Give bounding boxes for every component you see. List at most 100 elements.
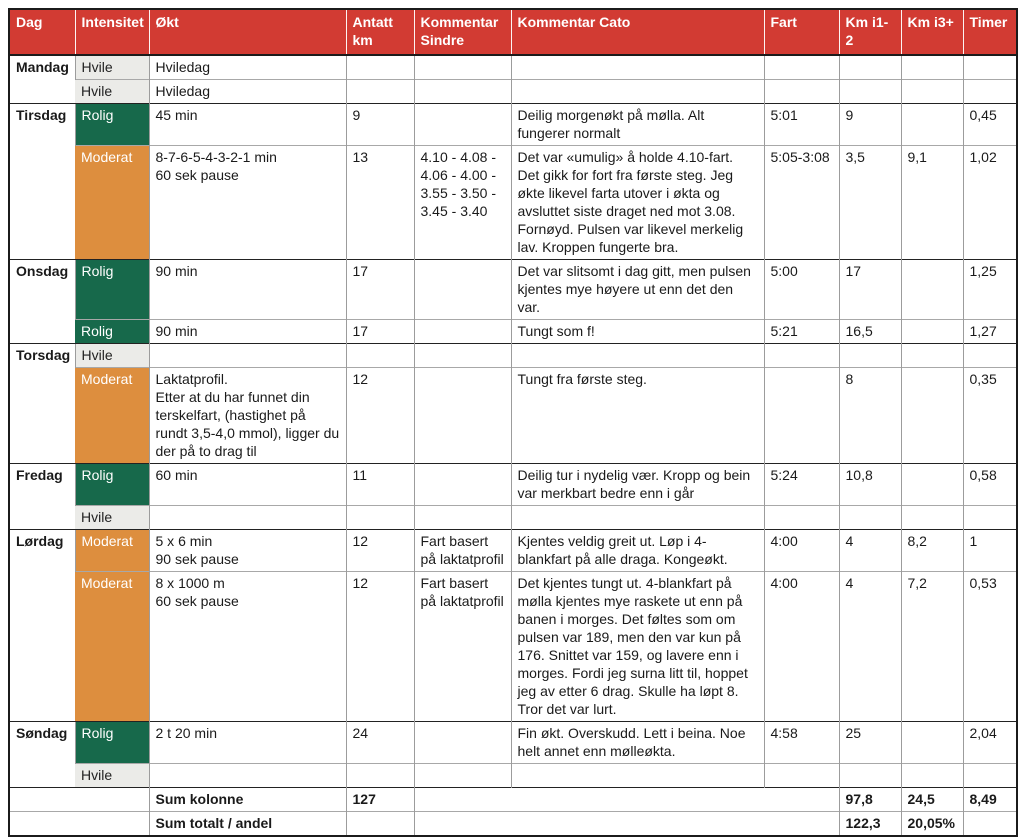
cell-timer: 2,04 bbox=[962, 721, 1017, 764]
cell-antatt-km: 12 bbox=[345, 529, 414, 572]
cell-sum-spacer-middle bbox=[413, 811, 839, 836]
cell-km-i3 bbox=[900, 103, 963, 146]
column-header-kommentar-sindre: Kommentar Sindre bbox=[413, 9, 511, 56]
cell-fart bbox=[763, 54, 839, 80]
cell-kommentar-sindre bbox=[413, 763, 511, 788]
cell-day: Tirsdag bbox=[9, 103, 75, 260]
cell-km-i1-2: 9 bbox=[838, 103, 901, 146]
cell-intensitet: Moderat bbox=[75, 571, 149, 722]
header-row: Dag Intensitet Økt Antatt km Kommentar S… bbox=[9, 9, 1017, 56]
cell-kommentar-cato: Deilig tur i nydelig vær. Kropp og bein … bbox=[510, 463, 764, 506]
training-log-page: Dag Intensitet Økt Antatt km Kommentar S… bbox=[8, 8, 1018, 837]
cell-kommentar-cato bbox=[510, 505, 764, 530]
cell-sum-antatt-km bbox=[345, 811, 414, 836]
cell-intensitet: Rolig bbox=[74, 463, 149, 506]
cell-kommentar-cato: Fin økt. Overskudd. Lett i beina. Noe he… bbox=[510, 721, 764, 764]
cell-antatt-km bbox=[345, 343, 414, 368]
cell-timer: 0,35 bbox=[962, 367, 1017, 464]
cell-kommentar-cato bbox=[510, 79, 764, 104]
cell-sum-spacer-left bbox=[9, 787, 149, 812]
summary-row: Sum kolonne 127 97,8 24,5 8,49 bbox=[9, 787, 1017, 812]
cell-km-i1-2: 10,8 bbox=[838, 463, 901, 506]
cell-timer bbox=[962, 54, 1017, 80]
cell-antatt-km: 17 bbox=[345, 259, 414, 320]
column-header-okt: Økt bbox=[148, 9, 346, 56]
cell-kommentar-sindre: Fart basert på laktatprofil bbox=[413, 529, 511, 572]
cell-kommentar-cato: Det var slitsomt i dag gitt, men pulsen … bbox=[510, 259, 764, 320]
cell-kommentar-sindre bbox=[413, 79, 511, 104]
cell-okt: 45 min bbox=[148, 103, 346, 146]
cell-okt: Hviledag bbox=[148, 79, 346, 104]
cell-antatt-km: 11 bbox=[345, 463, 414, 506]
cell-timer: 0,58 bbox=[962, 463, 1017, 506]
cell-km-i1-2: 17 bbox=[838, 259, 901, 320]
table-row: Rolig 90 min 17 Tungt som f! 5:21 16,5 1,27 bbox=[9, 319, 1017, 344]
cell-km-i3 bbox=[900, 367, 963, 464]
cell-kommentar-sindre bbox=[413, 259, 511, 320]
cell-intensitet: Hvile bbox=[74, 54, 149, 80]
cell-okt: 2 t 20 min bbox=[148, 721, 346, 764]
cell-km-i3 bbox=[900, 319, 963, 344]
cell-sum-label: Sum totalt / andel bbox=[148, 811, 346, 836]
cell-kommentar-sindre bbox=[413, 463, 511, 506]
cell-okt bbox=[148, 763, 346, 788]
cell-antatt-km: 24 bbox=[345, 721, 414, 764]
cell-sum-spacer-middle bbox=[413, 787, 839, 812]
table-row: Tirsdag Rolig 45 min 9 Deilig morgenøkt på m… bbox=[9, 103, 1017, 260]
table-row: Lørdag Moderat 5 x 6 min 90 sek pause 12 Far… bbox=[9, 529, 1017, 722]
cell-okt: Laktatprofil. Etter at du har funnet din… bbox=[148, 367, 346, 464]
cell-okt: 90 min bbox=[148, 319, 346, 344]
table-row: Hvile Hviledag bbox=[9, 79, 1017, 104]
table-header: Dag Intensitet Økt Antatt km Kommentar S… bbox=[9, 9, 1017, 56]
cell-sum-km-i3: 24,5 bbox=[900, 787, 963, 812]
cell-timer bbox=[962, 79, 1017, 104]
cell-timer: 1,27 bbox=[962, 319, 1017, 344]
cell-kommentar-cato: Deilig morgenøkt på mølla. Alt fungerer … bbox=[510, 103, 764, 146]
cell-fart: 5:21 bbox=[763, 319, 839, 344]
cell-fart: 5:00 bbox=[763, 259, 839, 320]
cell-kommentar-sindre: 4.10 - 4.08 - 4.06 - 4.00 - 3.55 - 3.50 … bbox=[413, 145, 511, 260]
cell-intensitet: Rolig bbox=[74, 721, 149, 764]
cell-km-i3 bbox=[900, 721, 963, 764]
table-row: Mandag Hvile Hviledag bbox=[9, 54, 1017, 104]
cell-km-i1-2 bbox=[838, 54, 901, 80]
cell-antatt-km: 17 bbox=[345, 319, 414, 344]
cell-sum-km-i1-2: 97,8 bbox=[838, 787, 901, 812]
cell-kommentar-sindre bbox=[413, 505, 511, 530]
cell-intensitet: Hvile bbox=[75, 763, 149, 788]
cell-km-i1-2 bbox=[838, 763, 901, 788]
cell-fart: 4:58 bbox=[763, 721, 839, 764]
cell-timer bbox=[962, 505, 1017, 530]
cell-sum-label: Sum kolonne bbox=[148, 787, 346, 812]
cell-timer: 0,45 bbox=[962, 103, 1017, 146]
cell-km-i1-2: 25 bbox=[838, 721, 901, 764]
cell-okt bbox=[148, 343, 346, 368]
table-row: Torsdag Hvile bbox=[9, 343, 1017, 464]
cell-fart bbox=[763, 505, 839, 530]
cell-km-i3 bbox=[900, 505, 963, 530]
cell-km-i3 bbox=[900, 79, 963, 104]
table-body: Mandag Hvile Hviledag Hvile Hviledag Tirsdag R… bbox=[9, 54, 1017, 836]
cell-intensitet: Hvile bbox=[74, 343, 149, 368]
cell-kommentar-sindre bbox=[413, 367, 511, 464]
table-row: Moderat 8-7-6-5-4-3-2-1 min 60 sek pause 1… bbox=[9, 145, 1017, 260]
cell-km-i1-2 bbox=[838, 505, 901, 530]
cell-antatt-km: 13 bbox=[345, 145, 414, 260]
column-header-dag: Dag bbox=[9, 9, 75, 56]
cell-fart bbox=[763, 763, 839, 788]
cell-fart bbox=[763, 343, 839, 368]
cell-timer: 1,02 bbox=[962, 145, 1017, 260]
cell-kommentar-cato bbox=[510, 343, 764, 368]
cell-km-i1-2: 3,5 bbox=[838, 145, 901, 260]
cell-timer: 1,25 bbox=[962, 259, 1017, 320]
cell-kommentar-cato: Tungt som f! bbox=[510, 319, 764, 344]
cell-antatt-km: 9 bbox=[345, 103, 414, 146]
cell-day: Fredag bbox=[9, 463, 75, 530]
column-header-fart: Fart bbox=[763, 9, 839, 56]
cell-km-i1-2: 8 bbox=[838, 367, 901, 464]
cell-sum-km-i3: 20,05% bbox=[900, 811, 963, 836]
cell-day: Søndag bbox=[9, 721, 75, 788]
cell-okt: 90 min bbox=[148, 259, 346, 320]
cell-intensitet: Rolig bbox=[74, 103, 149, 146]
cell-okt: 5 x 6 min 90 sek pause bbox=[148, 529, 346, 572]
